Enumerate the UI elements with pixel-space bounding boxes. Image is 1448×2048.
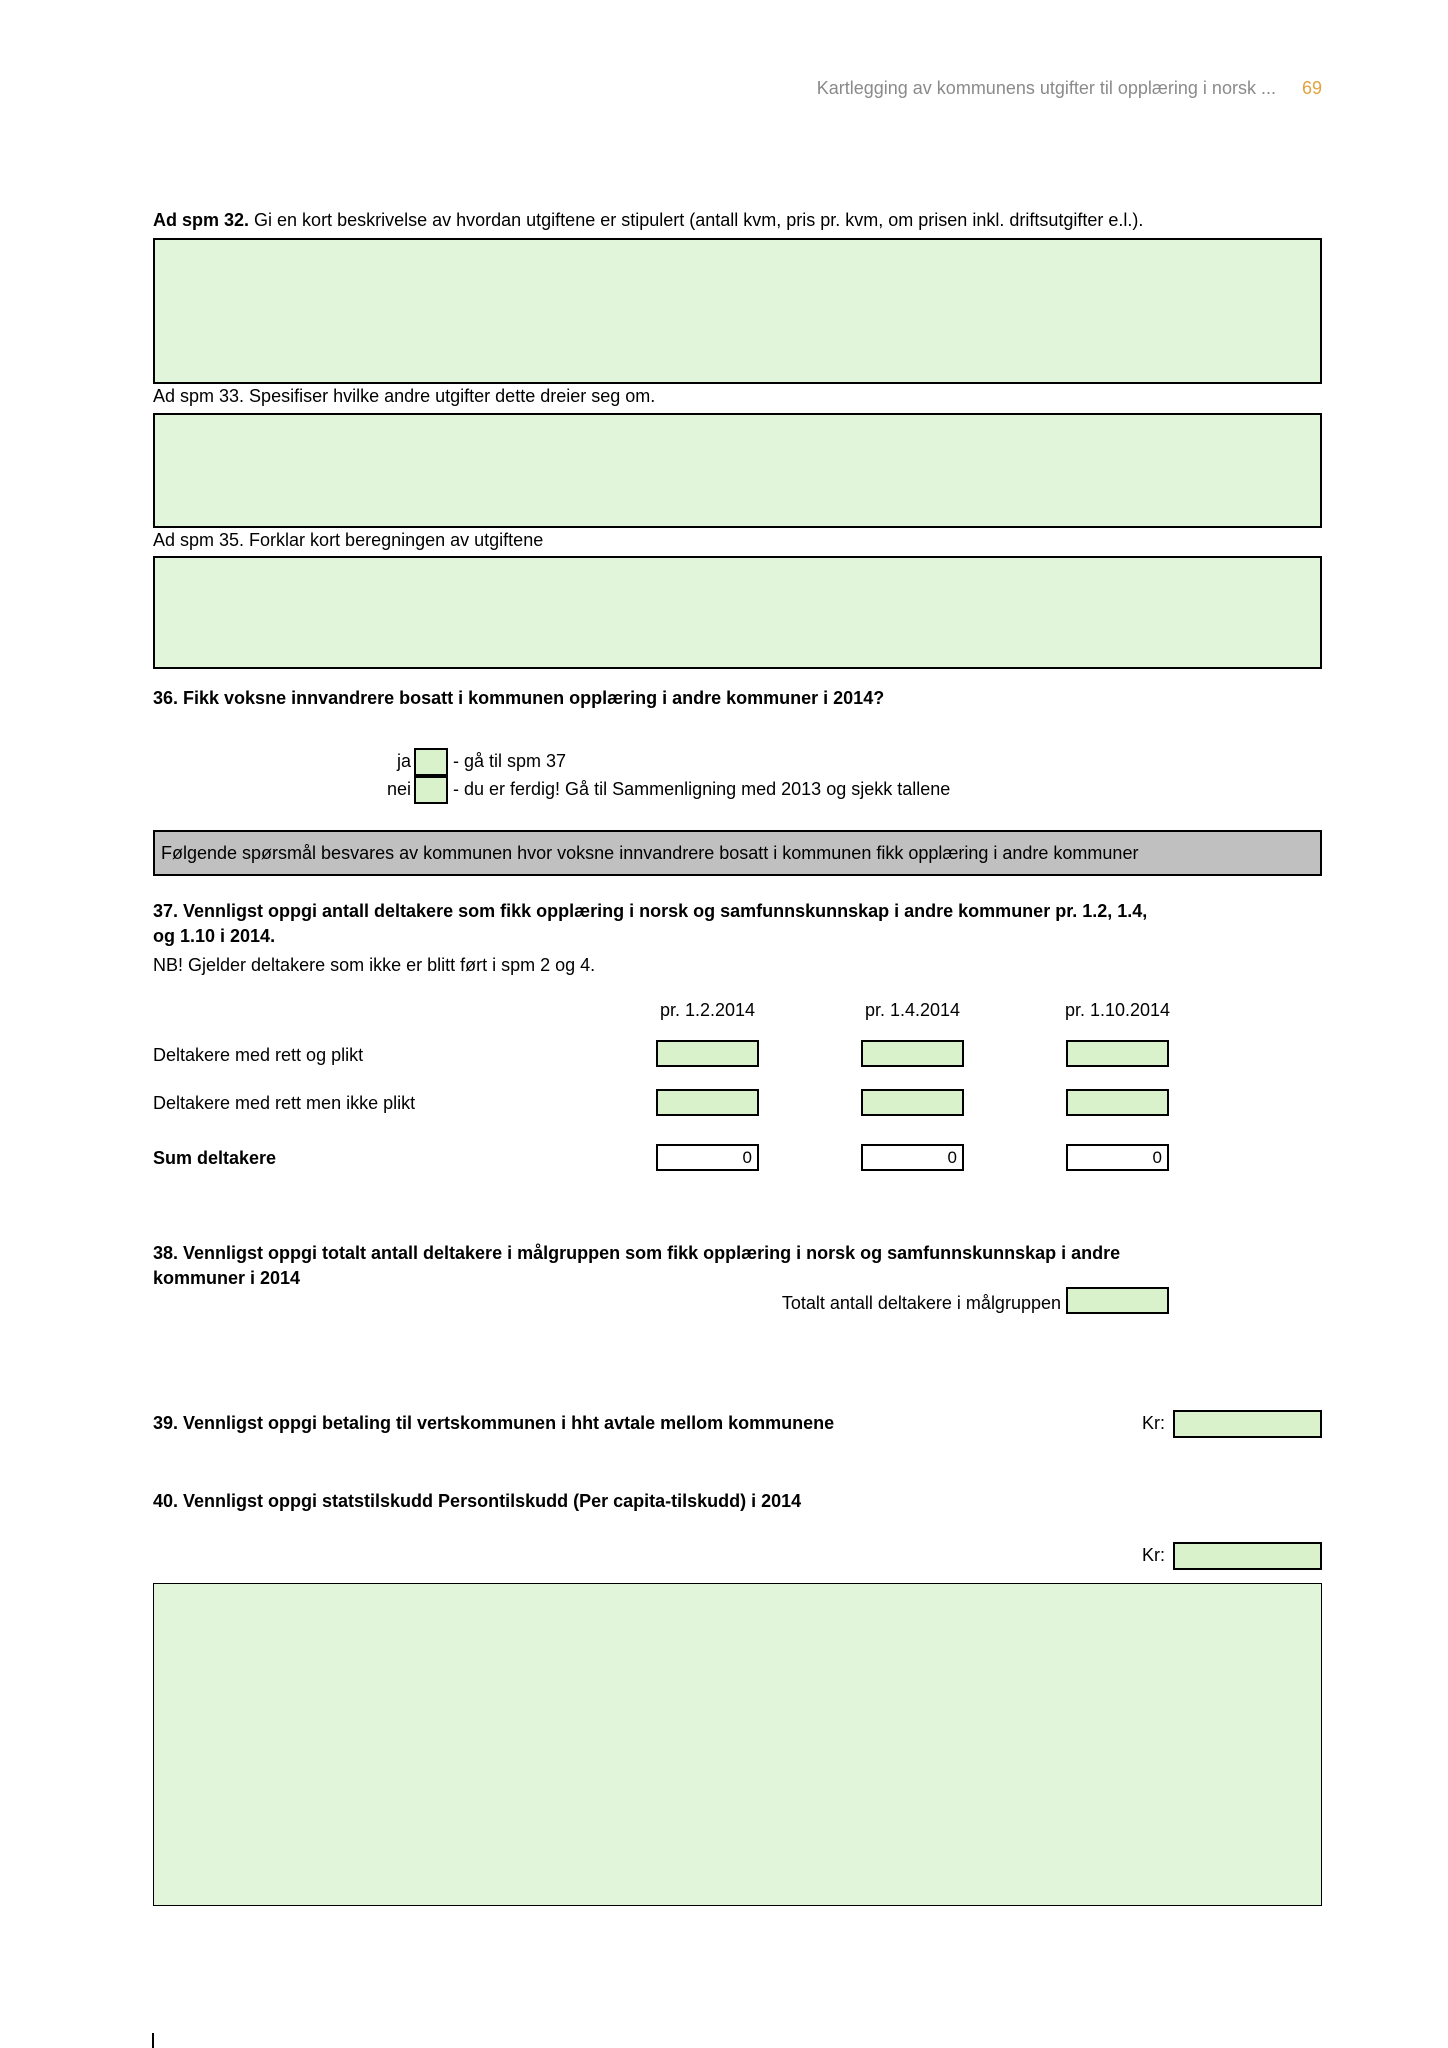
q39-amount-input[interactable] [1173, 1410, 1322, 1438]
ad-spm-35-answer-area[interactable] [153, 556, 1322, 669]
question-39: 39. Vennligst oppgi betaling til vertsko… [153, 1413, 835, 1433]
q37-sum-c1: 0 [656, 1144, 759, 1171]
ad-spm-32-label-text: Gi en kort beskrivelse av hvordan utgift… [249, 210, 1144, 230]
question-40: 40. Vennligst oppgi statstilskudd Person… [153, 1491, 802, 1511]
ad-spm-33-label: Ad spm 33. Spesifiser hvilke andre utgif… [153, 386, 656, 406]
comments-area[interactable] [153, 1583, 1322, 1906]
question-38-line1: 38. Vennligst oppgi totalt antall deltak… [153, 1243, 1121, 1263]
q37-r1-c1-input[interactable] [656, 1040, 759, 1067]
instruction-banner: Følgende spørsmål besvares av kommunen h… [153, 830, 1322, 876]
q39-currency-label: Kr: [1141, 1413, 1165, 1433]
q37-r1-c2-input[interactable] [861, 1040, 964, 1067]
q37-r2-c2-input[interactable] [861, 1089, 964, 1116]
q40-currency-label: Kr: [1141, 1545, 1165, 1565]
question-37-note: NB! Gjelder deltakere som ikke er blitt … [153, 955, 596, 975]
q38-total-label: Totalt antall deltakere i målgruppen [781, 1293, 1061, 1313]
next-table-edge-mark [152, 2033, 154, 2048]
q37-r1-c3-input[interactable] [1066, 1040, 1169, 1067]
q36-no-checkbox[interactable] [414, 776, 448, 804]
question-37-line2: og 1.10 i 2014. [153, 926, 276, 946]
table-row-label: Sum deltakere [153, 1148, 277, 1168]
q37-sum-c3: 0 [1066, 1144, 1169, 1171]
column-header-1: pr. 1.2.2014 [659, 1000, 756, 1020]
ad-spm-35-label: Ad spm 35. Forklar kort beregningen av u… [153, 530, 544, 550]
q37-r2-c3-input[interactable] [1066, 1089, 1169, 1116]
q37-sum-c2: 0 [861, 1144, 964, 1171]
table-row-label: Deltakere med rett men ikke plikt [153, 1093, 416, 1113]
ad-spm-32-label-number: Ad spm 32. [153, 210, 250, 230]
question-38-line2: kommuner i 2014 [153, 1268, 301, 1288]
q36-yes-suffix: - gå til spm 37 [453, 751, 567, 771]
q40-amount-input[interactable] [1173, 1542, 1322, 1570]
q36-no-suffix: - du er ferdig! Gå til Sammenligning med… [453, 779, 951, 799]
q37-r2-c1-input[interactable] [656, 1089, 759, 1116]
q36-no-label: nei [386, 779, 411, 799]
running-title: Kartlegging av kommunens utgifter til op… [816, 78, 1276, 98]
column-header-2: pr. 1.4.2014 [864, 1000, 961, 1020]
ad-spm-32-label: Ad spm 32. Gi en kort beskrivelse av hvo… [153, 210, 1143, 231]
q36-yes-checkbox[interactable] [414, 748, 448, 776]
table-row-label: Deltakere med rett og plikt [153, 1045, 364, 1065]
ad-spm-33-answer-area[interactable] [153, 413, 1322, 528]
column-header-3: pr. 1.10.2014 [1064, 1000, 1171, 1020]
page-header: Kartlegging av kommunens utgifter til op… [817, 78, 1322, 99]
ad-spm-32-answer-area[interactable] [153, 238, 1322, 384]
question-37-line1: 37. Vennligst oppgi antall deltakere som… [153, 901, 1148, 921]
q38-total-input[interactable] [1066, 1287, 1169, 1314]
q36-yes-label: ja [396, 751, 411, 771]
page-number: 69 [1301, 78, 1322, 98]
question-36: 36. Fikk voksne innvandrere bosatt i kom… [153, 688, 885, 708]
